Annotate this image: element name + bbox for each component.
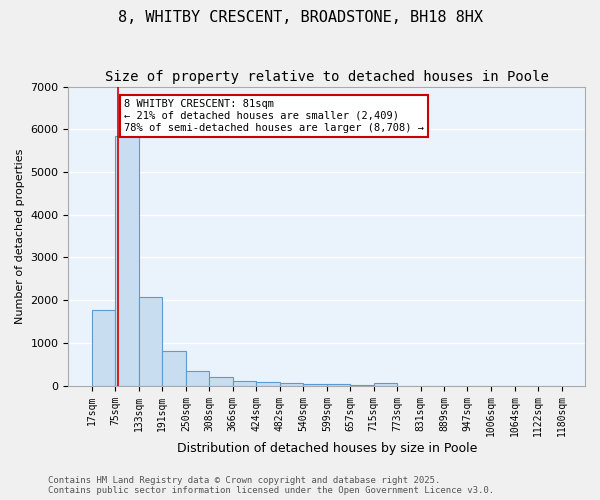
Bar bbox=[303, 384, 327, 386]
Bar bbox=[186, 371, 209, 386]
Bar bbox=[280, 383, 303, 386]
Bar bbox=[256, 382, 280, 386]
Bar bbox=[115, 136, 139, 386]
Bar bbox=[374, 383, 397, 386]
Bar bbox=[233, 381, 256, 386]
Title: Size of property relative to detached houses in Poole: Size of property relative to detached ho… bbox=[105, 70, 548, 84]
Bar bbox=[350, 384, 374, 386]
X-axis label: Distribution of detached houses by size in Poole: Distribution of detached houses by size … bbox=[176, 442, 477, 455]
Y-axis label: Number of detached properties: Number of detached properties bbox=[15, 148, 25, 324]
Text: 8 WHITBY CRESCENT: 81sqm
← 21% of detached houses are smaller (2,409)
78% of sem: 8 WHITBY CRESCENT: 81sqm ← 21% of detach… bbox=[124, 100, 424, 132]
Bar bbox=[327, 384, 350, 386]
Bar bbox=[139, 296, 162, 386]
Text: Contains HM Land Registry data © Crown copyright and database right 2025.
Contai: Contains HM Land Registry data © Crown c… bbox=[48, 476, 494, 495]
Bar bbox=[162, 350, 186, 386]
Bar bbox=[92, 310, 115, 386]
Bar bbox=[209, 377, 233, 386]
Text: 8, WHITBY CRESCENT, BROADSTONE, BH18 8HX: 8, WHITBY CRESCENT, BROADSTONE, BH18 8HX bbox=[118, 10, 482, 25]
